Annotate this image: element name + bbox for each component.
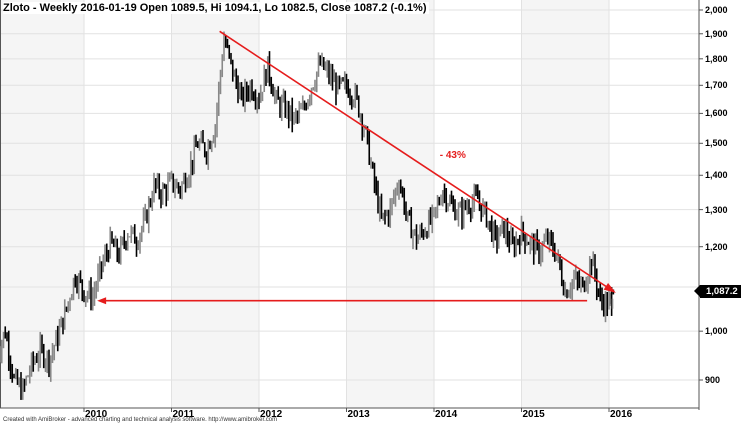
downtrend-line	[219, 30, 614, 292]
y-tick-label: 2,000	[705, 5, 728, 15]
chart-title: Zloto - Weekly 2016-01-19 Open 1089.5, H…	[3, 2, 429, 14]
y-tick-label: 1,500	[705, 138, 728, 149]
x-tick-label: 2016	[610, 409, 633, 420]
y-tick-label: 1,300	[705, 204, 728, 215]
y-tick-label: 1,200	[705, 241, 728, 252]
y-tick-label: 1,900	[705, 28, 728, 39]
arrowhead-icon	[97, 297, 107, 305]
x-tick-label: 2012	[260, 409, 283, 420]
decline-percent-annotation: - 43%	[439, 149, 466, 161]
y-tick-label: 1,000	[705, 326, 728, 337]
x-tick-label: 2011	[172, 409, 195, 420]
y-tick-label: 900	[705, 375, 721, 385]
x-tick-label: 2014	[435, 409, 458, 420]
x-tick-label: 2013	[347, 409, 370, 420]
footer-credit: Created with AmiBroker - advanced charti…	[3, 417, 278, 423]
last-price-label: 1,087.2	[694, 285, 741, 298]
year-band	[521, 0, 609, 408]
y-tick-label: 1,700	[705, 80, 728, 91]
y-tick-label: 1,600	[705, 108, 728, 119]
arrowhead-icon	[603, 282, 616, 293]
price-bars	[0, 31, 615, 400]
x-tick-label: 2010	[85, 409, 108, 420]
x-tick-label: 2015	[522, 409, 545, 420]
y-tick-label: 1,400	[705, 170, 728, 181]
year-band	[171, 0, 259, 408]
y-tick-label: 1,800	[705, 53, 728, 64]
